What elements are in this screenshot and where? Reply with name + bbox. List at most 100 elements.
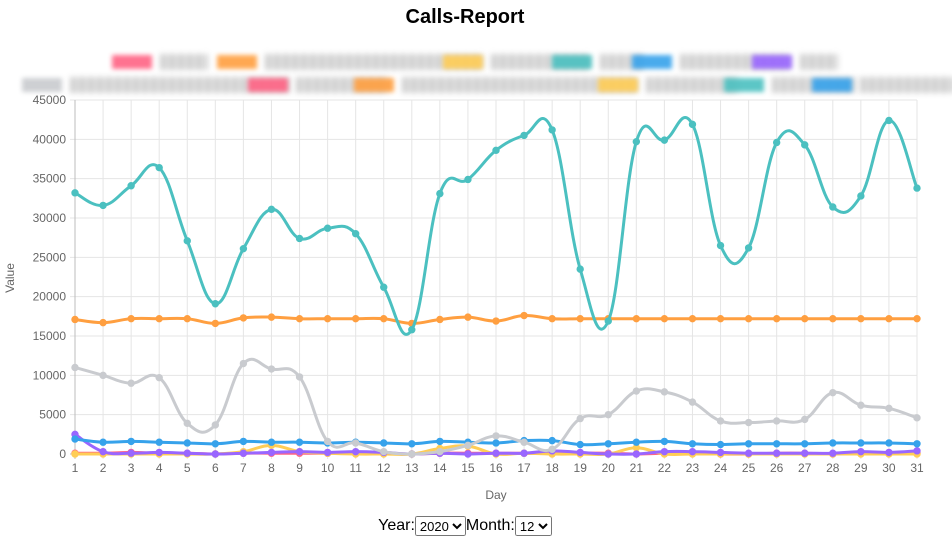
data-point[interactable] — [520, 311, 528, 320]
data-point[interactable] — [239, 359, 248, 368]
data-point[interactable] — [239, 244, 248, 253]
data-point[interactable] — [127, 437, 135, 446]
data-point[interactable] — [464, 175, 472, 184]
data-point[interactable] — [885, 439, 893, 447]
data-point[interactable] — [323, 437, 332, 446]
data-point[interactable] — [744, 449, 753, 457]
data-point[interactable] — [239, 437, 248, 446]
data-point[interactable] — [99, 438, 107, 446]
data-point[interactable] — [267, 365, 276, 373]
data-point[interactable] — [829, 439, 837, 447]
data-point[interactable] — [632, 137, 641, 146]
data-point[interactable] — [211, 421, 220, 429]
data-point[interactable] — [829, 449, 837, 457]
data-point[interactable] — [380, 447, 388, 456]
data-point[interactable] — [913, 184, 921, 192]
data-point[interactable] — [772, 417, 781, 425]
data-point[interactable] — [548, 445, 556, 453]
data-point[interactable] — [913, 414, 921, 422]
data-point[interactable] — [99, 318, 107, 327]
data-point[interactable] — [436, 315, 444, 324]
data-point[interactable] — [351, 314, 360, 323]
data-point[interactable] — [604, 410, 612, 419]
data-point[interactable] — [127, 379, 135, 387]
data-point[interactable] — [520, 449, 528, 457]
data-point[interactable] — [351, 439, 360, 447]
data-point[interactable] — [408, 440, 416, 448]
data-point[interactable] — [857, 192, 865, 200]
data-point[interactable] — [885, 314, 893, 323]
data-point[interactable] — [351, 230, 360, 238]
year-select[interactable]: 2020 — [414, 516, 466, 536]
data-point[interactable] — [548, 314, 556, 323]
data-point[interactable] — [436, 447, 444, 456]
data-point[interactable] — [716, 314, 725, 323]
data-point[interactable] — [492, 439, 500, 447]
data-point[interactable] — [408, 326, 416, 334]
data-point[interactable] — [464, 441, 472, 450]
data-point[interactable] — [801, 415, 809, 424]
data-point[interactable] — [688, 447, 697, 456]
data-point[interactable] — [211, 450, 220, 458]
data-point[interactable] — [295, 447, 304, 456]
data-point[interactable] — [604, 450, 612, 458]
data-point[interactable] — [744, 440, 753, 448]
data-point[interactable] — [829, 203, 837, 211]
data-point[interactable] — [492, 317, 500, 325]
data-point[interactable] — [71, 435, 79, 443]
data-point[interactable] — [772, 138, 781, 147]
data-point[interactable] — [295, 234, 304, 243]
data-point[interactable] — [71, 450, 79, 458]
data-point[interactable] — [857, 401, 865, 409]
data-point[interactable] — [267, 438, 276, 446]
data-point[interactable] — [71, 189, 79, 197]
data-point[interactable] — [857, 314, 865, 323]
data-point[interactable] — [688, 314, 697, 323]
data-point[interactable] — [829, 314, 837, 323]
data-point[interactable] — [801, 440, 809, 448]
data-point[interactable] — [295, 438, 304, 446]
data-point[interactable] — [632, 438, 641, 446]
legend-item[interactable] — [22, 77, 292, 93]
data-point[interactable] — [183, 419, 191, 428]
data-point[interactable] — [436, 189, 444, 198]
data-point[interactable] — [576, 448, 584, 457]
data-point[interactable] — [436, 437, 444, 446]
data-point[interactable] — [744, 244, 753, 252]
data-point[interactable] — [267, 313, 276, 321]
data-point[interactable] — [492, 432, 500, 440]
data-point[interactable] — [267, 448, 276, 457]
data-point[interactable] — [604, 440, 612, 448]
legend-item[interactable] — [752, 54, 840, 70]
data-point[interactable] — [408, 450, 416, 458]
data-point[interactable] — [688, 440, 697, 448]
data-point[interactable] — [380, 314, 388, 323]
data-point[interactable] — [660, 437, 669, 446]
data-point[interactable] — [127, 449, 135, 457]
data-point[interactable] — [211, 319, 220, 328]
month-select[interactable]: 12 — [514, 516, 552, 536]
data-point[interactable] — [295, 373, 304, 381]
data-point[interactable] — [295, 314, 304, 323]
data-point[interactable] — [801, 141, 809, 149]
data-point[interactable] — [211, 300, 220, 308]
data-point[interactable] — [99, 371, 107, 380]
data-point[interactable] — [576, 314, 584, 323]
data-point[interactable] — [239, 449, 248, 457]
data-point[interactable] — [885, 116, 893, 125]
data-point[interactable] — [323, 314, 332, 323]
data-point[interactable] — [211, 440, 220, 448]
data-point[interactable] — [660, 136, 669, 144]
data-point[interactable] — [492, 449, 500, 457]
data-point[interactable] — [716, 417, 725, 425]
data-point[interactable] — [660, 388, 669, 396]
data-point[interactable] — [492, 146, 500, 155]
data-point[interactable] — [660, 314, 669, 323]
data-point[interactable] — [632, 387, 641, 395]
data-point[interactable] — [127, 182, 135, 190]
data-point[interactable] — [885, 404, 893, 413]
data-point[interactable] — [885, 448, 893, 457]
data-point[interactable] — [323, 448, 332, 457]
data-point[interactable] — [829, 388, 837, 397]
data-point[interactable] — [380, 439, 388, 447]
